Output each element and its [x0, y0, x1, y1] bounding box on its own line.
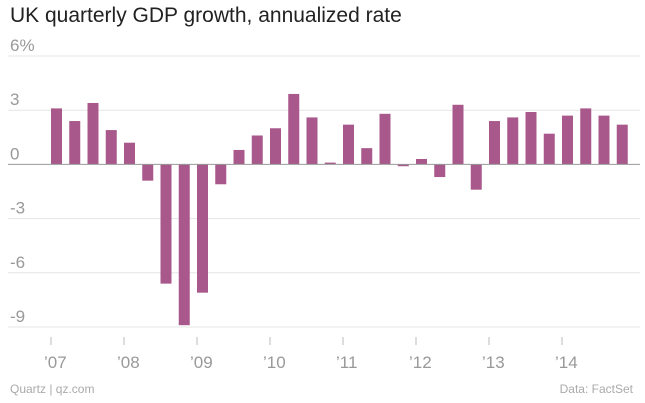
footer-source-right: Data: FactSet: [559, 382, 633, 396]
bar-2008-q2: [142, 164, 154, 181]
y-tick-label: 3: [10, 90, 19, 109]
y-tick-label: -6: [10, 253, 25, 272]
chart-title: UK quarterly GDP growth, annualized rate: [10, 4, 402, 27]
bar-2014-q3: [598, 115, 610, 165]
y-tick-label: 0: [10, 144, 19, 163]
x-axis: ’07 ’08 ’09 ’10 ’11 ’12 ’13 ’14: [44, 337, 578, 372]
bar-2010-q3: [306, 117, 318, 165]
bar-2009-q2: [215, 164, 227, 185]
bar-2012-q1: [416, 158, 427, 165]
bar-2009-q4: [251, 135, 263, 165]
y-axis-labels: 6% 3 0 -3 -6 -9: [10, 36, 35, 326]
bar-2011-q4: [397, 164, 409, 167]
bar-2013-q2: [507, 117, 519, 165]
x-tick-label: ’09: [190, 353, 213, 372]
bar-2013-q1: [489, 121, 500, 165]
bars: [51, 93, 628, 326]
bar-2011-q2: [361, 148, 373, 165]
bar-2014-q4: [616, 124, 628, 165]
gridlines: [8, 55, 640, 328]
bar-2012-q3: [452, 104, 464, 165]
bar-2013-q3: [525, 112, 537, 165]
bar-2014-q2: [580, 108, 592, 165]
x-tick-label: ’08: [117, 353, 140, 372]
bar-2008-q4: [178, 164, 190, 326]
bar-2007-q3: [87, 102, 99, 165]
bar-2011-q3: [379, 113, 391, 165]
bar-2008-q1: [124, 142, 135, 165]
footer-source-left: Quartz | qz.com: [10, 382, 95, 396]
bar-2008-q3: [160, 164, 172, 284]
bar-2010-q4: [324, 162, 336, 165]
bar-2012-q4: [470, 164, 482, 190]
x-tick-label: ’13: [482, 353, 505, 372]
x-tick-label: ’07: [44, 353, 67, 372]
x-tick-label: ’14: [555, 353, 578, 372]
bar-2010-q1: [270, 128, 281, 165]
bar-2011-q1: [343, 124, 354, 165]
x-tick-label: ’10: [263, 353, 286, 372]
y-tick-label: -3: [10, 199, 25, 218]
x-tick-label: ’11: [336, 353, 357, 372]
x-tick-label: ’12: [409, 353, 432, 372]
bar-2007-q4: [105, 130, 117, 165]
bar-2009-q3: [233, 149, 245, 165]
bar-2010-q2: [288, 93, 300, 165]
bar-2014-q1: [562, 115, 573, 165]
y-tick-label: -9: [10, 307, 25, 326]
bar-2009-q1: [197, 164, 208, 293]
bar-2013-q4: [543, 133, 555, 165]
bar-2012-q2: [434, 164, 446, 178]
bar-2007-q1: [51, 108, 62, 165]
bar-2007-q2: [69, 121, 81, 165]
y-tick-label: 6%: [10, 36, 35, 55]
